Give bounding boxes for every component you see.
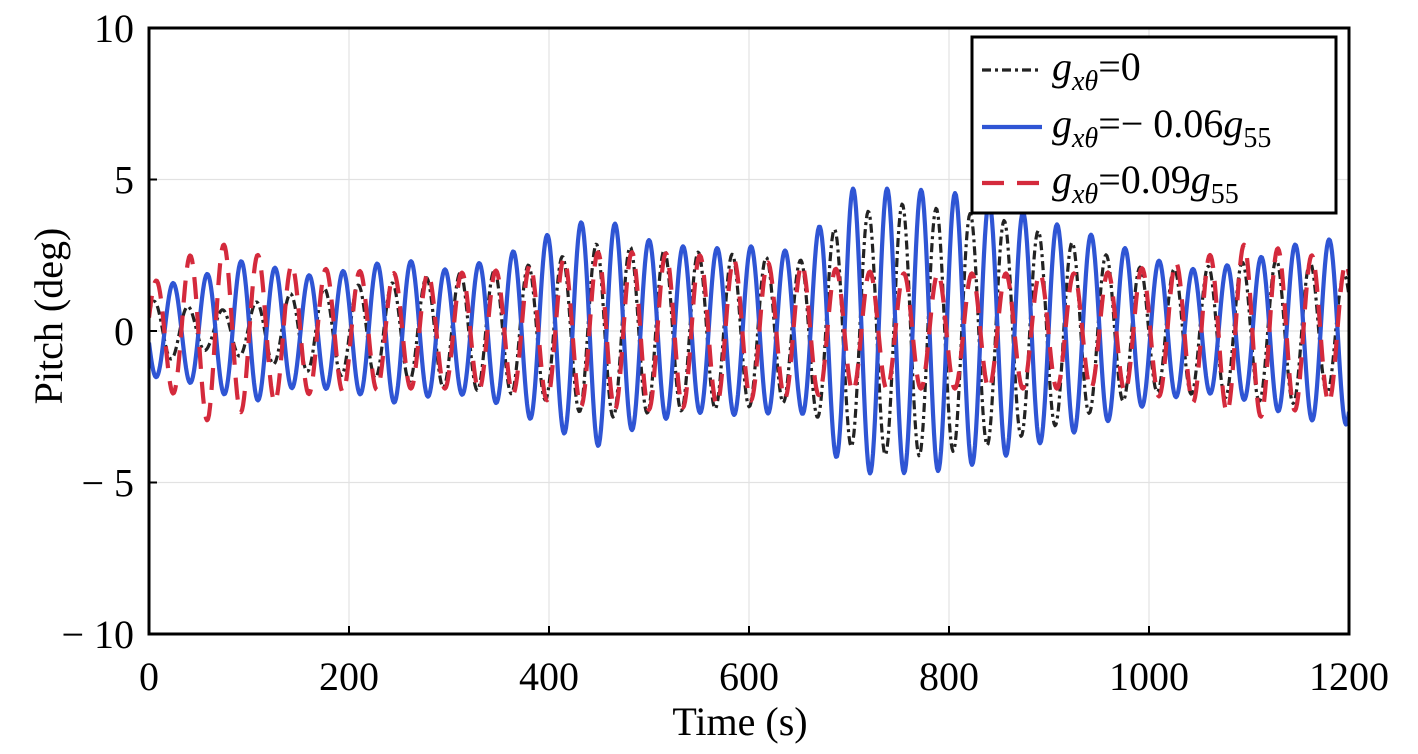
x-tick-label: 1000 (1109, 654, 1189, 699)
y-axis-title: Pitch (deg) (26, 228, 71, 405)
y-tick-label: − 10 (61, 612, 134, 657)
x-tick-label: 200 (319, 654, 379, 699)
legend-label-3: gxθ=0.09g55 (1052, 157, 1239, 210)
x-tick-label: 400 (519, 654, 579, 699)
x-axis-title: Time (s) (672, 699, 807, 744)
legend-label-2: gxθ=− 0.06g55 (1052, 101, 1271, 154)
axis-ticks: 0 200 400 600 800 1000 1200 − 10 − 5 0 5 10 (61, 6, 1389, 699)
y-tick-label: − 5 (81, 461, 134, 506)
x-tick-label: 600 (719, 654, 779, 699)
legend-label-1: gxθ=0 (1052, 44, 1141, 97)
x-tick-label: 800 (919, 654, 979, 699)
series-line-2 (149, 186, 1349, 476)
y-tick-label: 0 (114, 309, 134, 354)
x-tick-label: 0 (139, 654, 159, 699)
x-tick-label: 1200 (1309, 654, 1389, 699)
y-tick-label: 5 (114, 158, 134, 203)
series-lines (149, 186, 1349, 476)
y-tick-label: 10 (94, 6, 134, 51)
